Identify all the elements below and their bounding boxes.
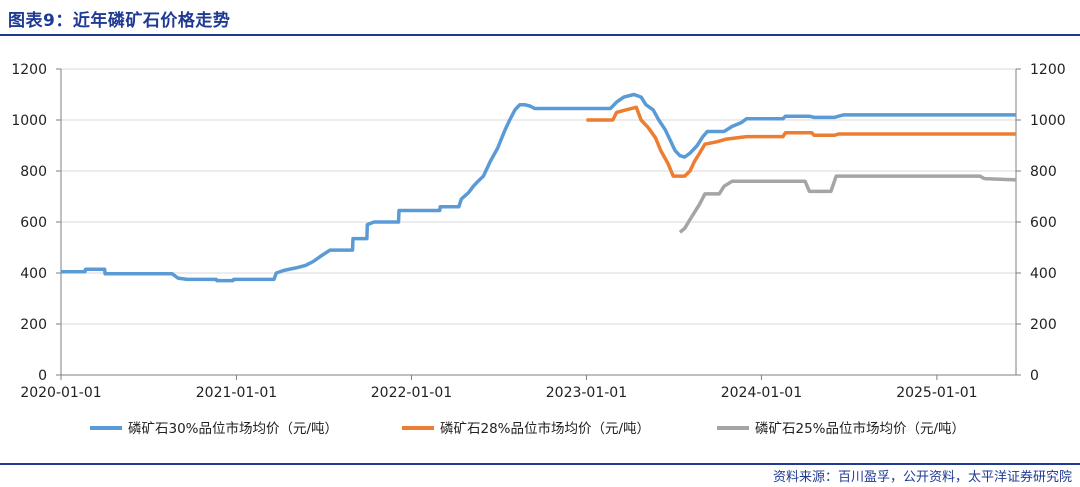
footer-rule [0,463,1080,465]
y-tick-label-left: 0 [38,368,47,384]
axes: 0 0 200 200 400 400 600 600 800 800 1000 1000 1200 12… [11,62,1065,401]
y-tick-label-right: 400 [1030,266,1057,282]
legend-label-1: 磷矿石30%品位市场均价（元/吨） [128,420,338,437]
y-tick-label-left: 600 [20,215,47,231]
x-tick-label: 2021-01-01 [196,385,277,401]
y-tick-label-left: 1000 [11,113,47,129]
y-tick-label-left: 400 [20,266,47,282]
y-tick-label-right: 1000 [1030,113,1066,129]
series-line-2 [586,105,1016,178]
y-tick-label-right: 800 [1030,164,1057,180]
series-line-1 [61,92,1016,283]
y-tick-label-right: 0 [1030,368,1039,384]
x-tick-label: 2025-01-01 [896,385,977,401]
legend: 磷矿石30%品位市场均价（元/吨） 磷矿石28%品位市场均价（元/吨） 磷矿石25%… [90,420,965,437]
price-line-chart: 0 0 200 200 400 400 600 600 800 800 1000 1000 1200 12… [11,62,1065,437]
y-tick-label-left: 800 [20,164,47,180]
legend-label-2: 磷矿石28%品位市场均价（元/吨） [440,420,650,437]
y-tick-label-left: 1200 [11,62,47,78]
series-lines [61,92,1017,283]
y-tick-label-right: 1200 [1030,62,1066,78]
y-tick-label-right: 200 [1030,317,1057,333]
source-note: 资料来源：百川盈孚，公开资料，太平洋证券研究院 [772,470,1072,485]
x-tick-label: 2020-01-01 [20,385,101,401]
x-tick-label: 2023-01-01 [546,385,627,401]
y-tick-label-left: 200 [20,317,47,333]
x-tick-label: 2022-01-01 [371,385,452,401]
title-rule [0,34,1080,36]
figure-header: 图表9：近年磷矿石价格走势 [0,0,1080,36]
y-tick-label-right: 600 [1030,215,1057,231]
series-line-3 [678,174,1017,234]
grid-lines [61,68,1016,325]
x-tick-label: 2024-01-01 [721,385,802,401]
figure-title: 图表9：近年磷矿石价格走势 [8,11,231,31]
legend-label-3: 磷矿石25%品位市场均价（元/吨） [755,420,965,437]
